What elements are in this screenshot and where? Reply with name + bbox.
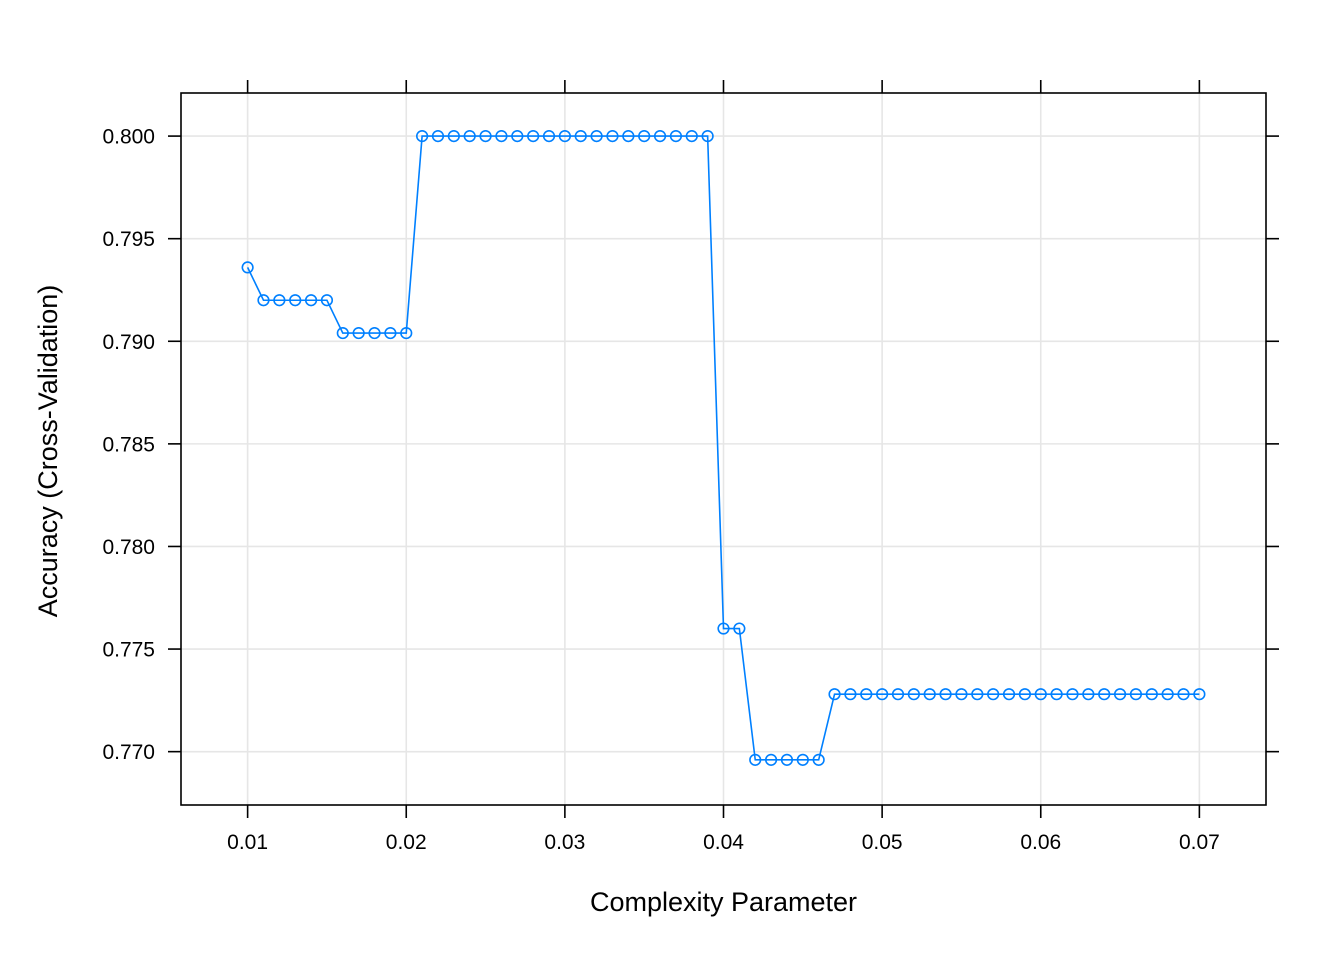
data-point (320, 294, 334, 307)
grid-lines (181, 93, 1266, 805)
data-point (812, 753, 825, 766)
data-point (796, 753, 809, 766)
data-point (923, 688, 936, 701)
data-point (987, 688, 1000, 701)
data-point (1113, 688, 1127, 701)
data-point (907, 688, 920, 701)
data-point (1018, 688, 1031, 701)
data-point (653, 129, 667, 143)
data-point (1034, 688, 1047, 701)
data-series (241, 129, 1206, 766)
data-point (717, 622, 730, 635)
data-point (273, 294, 286, 307)
data-point (685, 129, 698, 143)
data-point (463, 129, 476, 143)
x-tick-label: 0.02 (386, 831, 427, 854)
data-point (431, 129, 445, 143)
y-axis-ticks: 0.770 0.775 0.780 0.785 0.790 0.795 0.800 (102, 126, 1279, 764)
data-point (733, 622, 746, 635)
data-point (1145, 688, 1158, 701)
data-point (828, 688, 841, 701)
data-point (764, 753, 778, 766)
x-tick-label: 0.01 (227, 831, 268, 854)
y-tick-label: 0.790 (102, 331, 155, 354)
data-point (971, 688, 984, 701)
data-point (1177, 688, 1190, 701)
y-tick-label: 0.780 (102, 536, 155, 559)
data-point (1098, 688, 1111, 701)
data-point (336, 326, 349, 340)
data-point (1050, 688, 1063, 701)
x-tick-label: 0.05 (862, 831, 903, 854)
data-point (669, 129, 683, 143)
x-axis-ticks: 0.01 0.02 0.03 0.04 0.05 0.06 0.07 (227, 80, 1220, 854)
data-point (891, 688, 905, 701)
data-point (939, 688, 952, 701)
y-tick-label: 0.775 (102, 639, 155, 662)
data-point (1082, 688, 1095, 701)
y-tick-label: 0.800 (102, 126, 155, 149)
data-point (400, 326, 413, 340)
data-point (416, 129, 429, 143)
y-axis-title: Accuracy (Cross-Validation) (33, 285, 63, 618)
data-point (495, 129, 508, 143)
x-tick-label: 0.07 (1179, 831, 1220, 854)
data-point (241, 261, 254, 274)
data-point (479, 129, 492, 143)
y-tick-label: 0.795 (102, 228, 155, 251)
data-point (1002, 688, 1016, 701)
series-line (246, 135, 1200, 761)
data-point (701, 129, 714, 143)
data-point (511, 129, 524, 143)
x-tick-label: 0.06 (1020, 831, 1061, 854)
data-point (257, 294, 270, 307)
data-point (780, 753, 794, 766)
data-point (447, 129, 460, 143)
data-point (1193, 688, 1206, 701)
data-point (860, 688, 873, 701)
data-point (574, 129, 587, 143)
data-point (1161, 688, 1174, 701)
data-point (638, 129, 651, 143)
data-point (876, 688, 889, 701)
data-point (527, 129, 540, 143)
data-point (606, 129, 619, 143)
data-point (955, 688, 968, 701)
x-axis-title: Complexity Parameter (590, 887, 857, 917)
data-point (368, 326, 381, 340)
y-tick-label: 0.785 (102, 433, 155, 456)
data-point (622, 129, 635, 143)
data-point (749, 753, 762, 766)
x-tick-label: 0.03 (544, 831, 585, 854)
data-point (542, 129, 556, 143)
x-tick-label: 0.04 (703, 831, 744, 854)
data-point (1066, 688, 1079, 701)
data-point (352, 326, 365, 340)
y-tick-label: 0.770 (102, 741, 155, 764)
data-point (289, 294, 302, 307)
data-point (558, 129, 571, 143)
data-point (384, 326, 397, 340)
data-point (304, 294, 318, 307)
data-point (590, 129, 603, 143)
data-point (844, 688, 857, 701)
data-point (1129, 688, 1143, 701)
